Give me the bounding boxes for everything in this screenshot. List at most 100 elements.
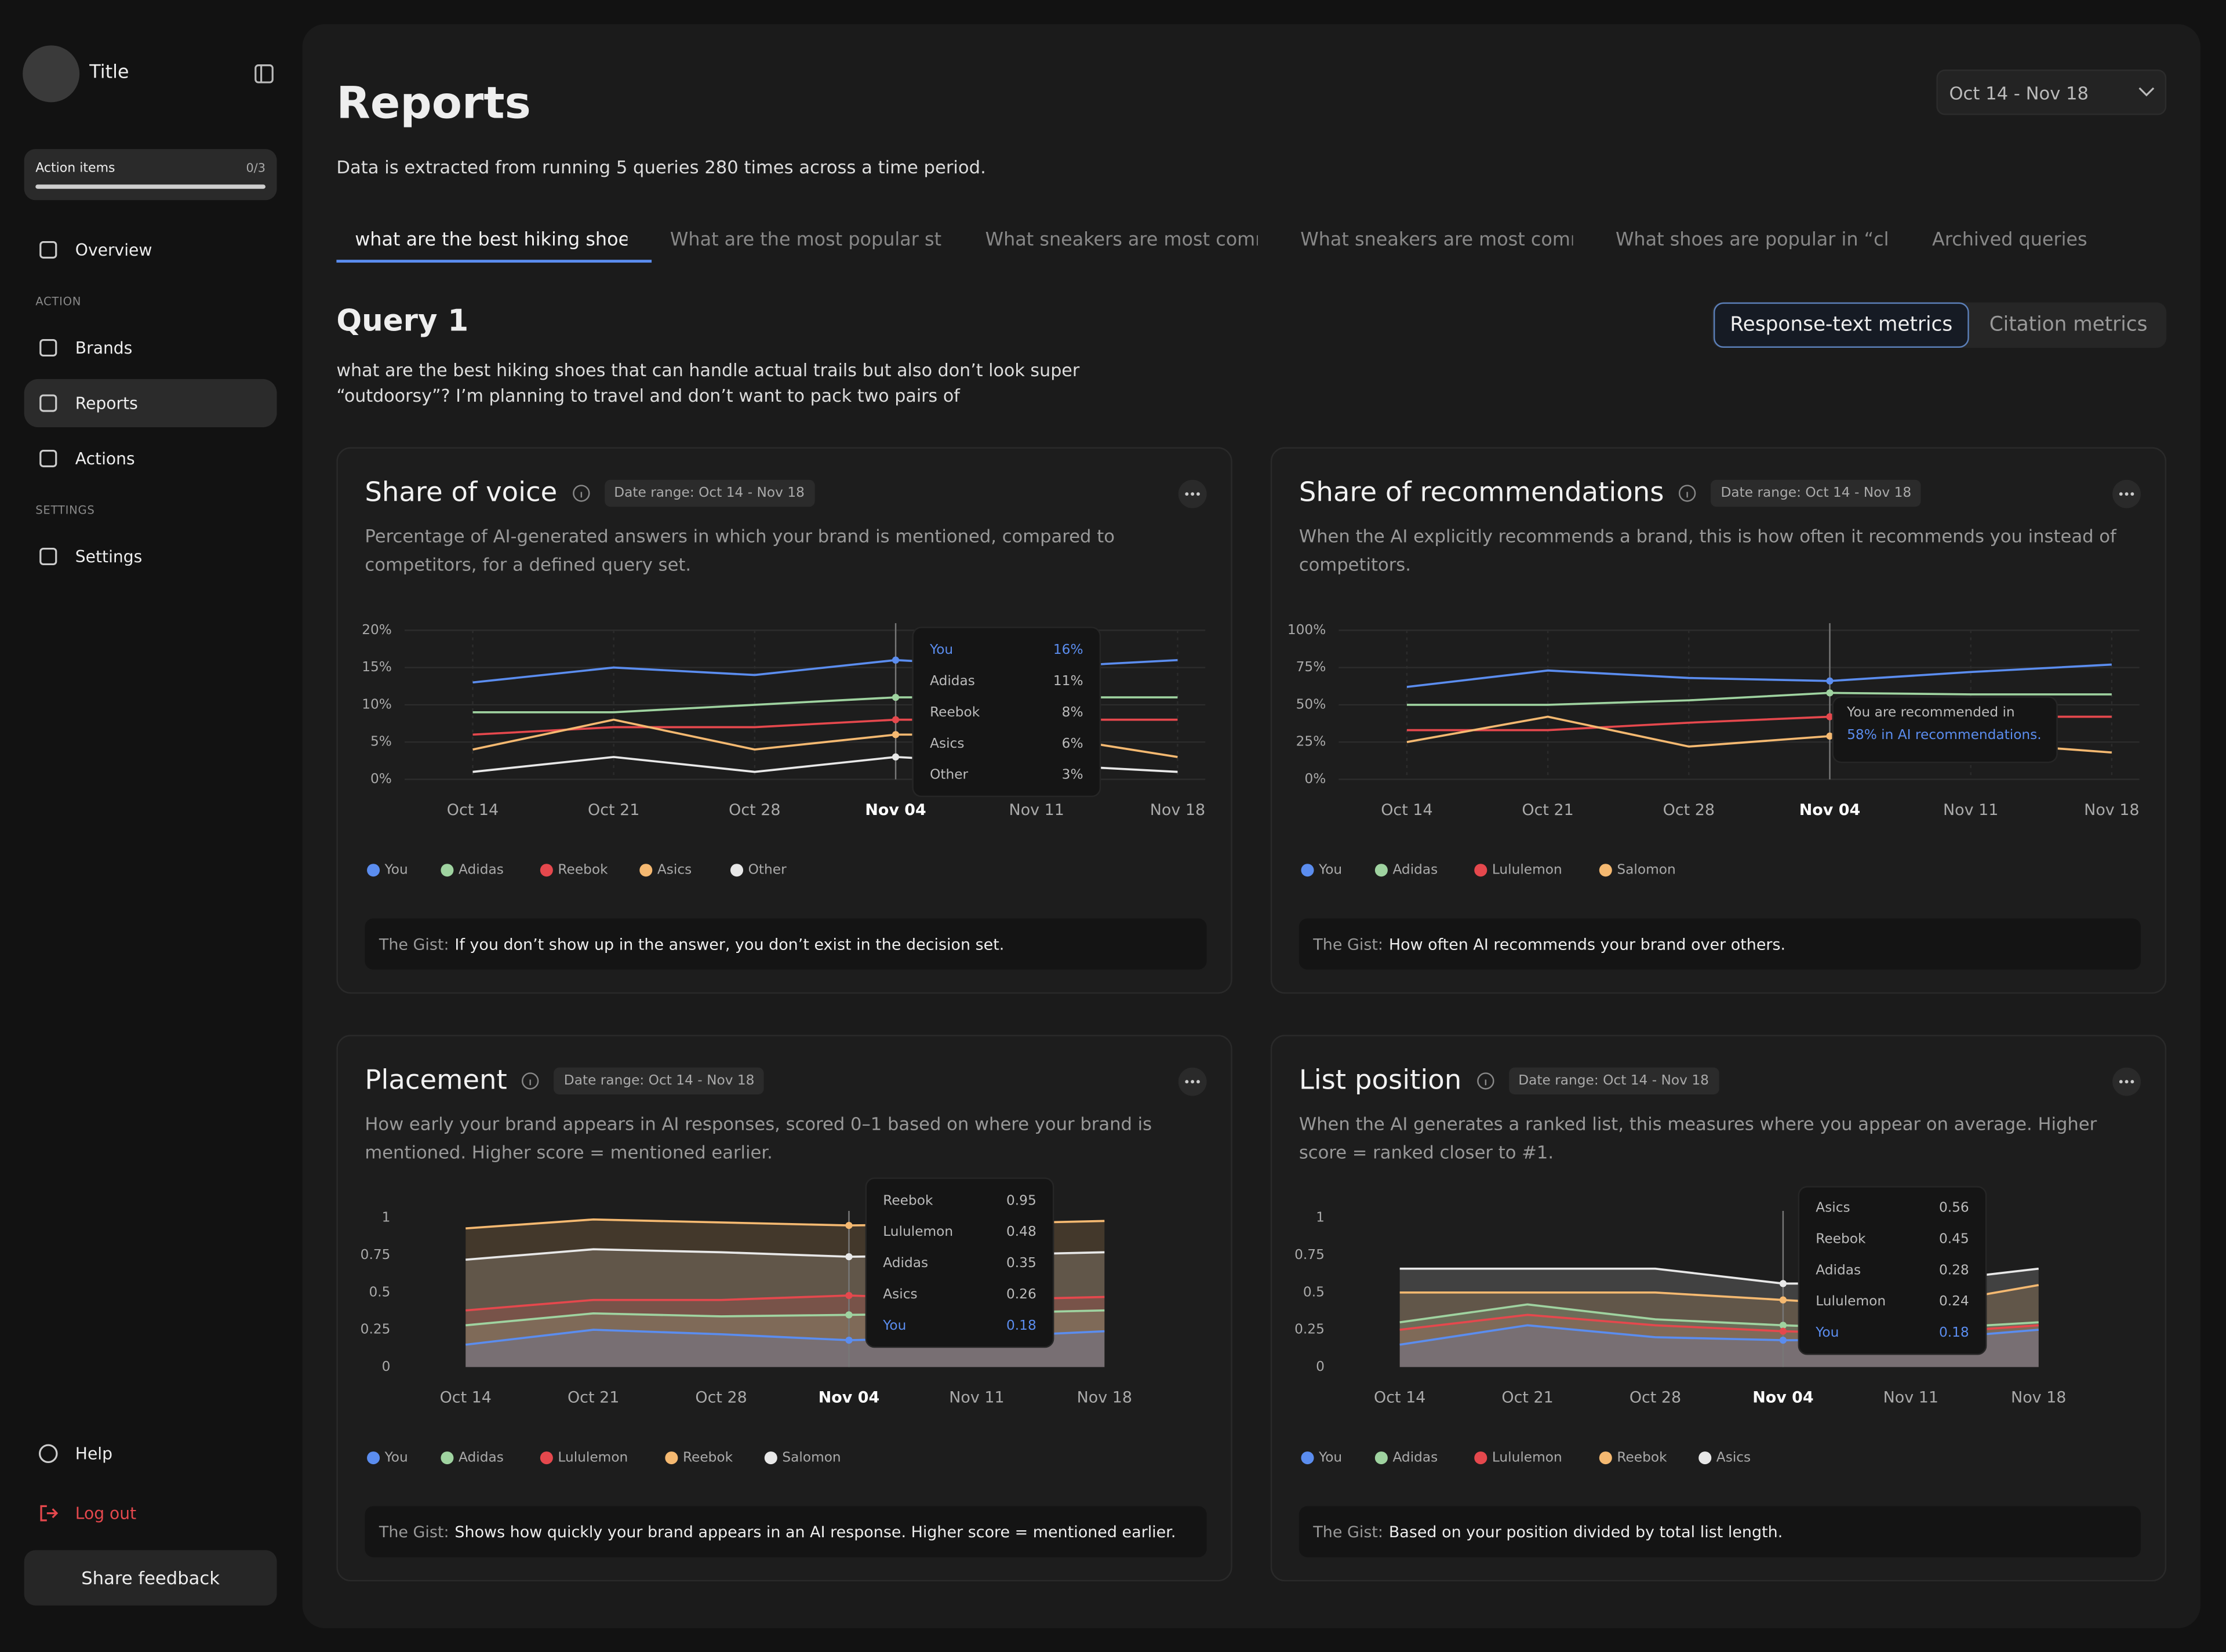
info-icon [1679,484,1696,501]
query-tab[interactable]: What sneakers are most comm [1300,230,1573,252]
card-title: List position [1298,1064,1462,1096]
legend-label: Reebok [558,862,608,878]
toggle-active[interactable]: Response-text metrics [1713,302,1969,348]
date-dropdown-label: Oct 14 - Nov 18 [1949,82,2089,104]
tooltip-name: Reebok [1816,1231,1866,1246]
y-tick-label: 0% [1304,771,1326,787]
query-tab[interactable]: what are the best hiking shoes t [355,230,628,252]
legend-label: Salomon [782,1450,841,1465]
tooltip-value: 0.35 [1006,1255,1036,1271]
help[interactable]: Help [24,1429,277,1478]
more-button[interactable] [2112,1067,2141,1096]
query-tab[interactable]: What are the most popular stre [670,230,943,252]
toggle-option[interactable]: Citation metrics [1989,314,2148,337]
tooltip-name: Asics [930,736,964,751]
legend-label: Adidas [1392,862,1438,878]
x-tick-label: Nov 04 [1799,801,1860,819]
legend-label: Lululemon [1492,862,1562,878]
tooltip-value: 0.18 [1939,1324,1969,1340]
series-line [1406,663,2112,688]
x-tick-label: Nov 18 [1077,1389,1132,1407]
x-tick-label: Oct 21 [588,801,639,819]
more-button[interactable] [1178,479,1207,508]
page-title: Reports [336,78,531,129]
date-dropdown[interactable]: Oct 14 - Nov 18 [1936,69,2167,115]
legend-swatch [639,864,653,877]
gist-text: How often AI recommends your brand over … [1388,934,1786,954]
tooltip-value: 0.26 [1006,1286,1036,1302]
point [845,1336,853,1344]
gist-label: The Gist: [379,934,449,954]
avatar[interactable] [23,45,80,103]
query-tab[interactable]: What shoes are popular in “clea [1615,230,1889,252]
x-tick-label: Nov 04 [1752,1389,1813,1407]
query-tab[interactable]: What sneakers are most comm [985,230,1258,252]
tooltip-value: 0.45 [1939,1231,1969,1246]
y-tick-label: 0.25 [361,1322,391,1337]
tooltip-value: 0.18 [1006,1318,1036,1333]
tooltip-value: 11% [1053,673,1083,689]
collapse-icon[interactable] [254,64,274,83]
legend-label: Reebok [1617,1450,1667,1465]
tooltip-name: Reebok [883,1192,933,1208]
tooltip-line: 58% in AI recommendations. [1847,727,2042,743]
gist: The Gist: If you don’t show up in the ans… [365,918,1207,970]
x-tick-label: Nov 11 [1883,1389,1938,1407]
nav-item[interactable]: Settings [24,532,277,580]
nav-item[interactable]: Brands [24,323,277,372]
tooltip-value: 0.24 [1939,1293,1969,1309]
tooltip-value: 0.28 [1939,1262,1969,1278]
nav-item[interactable]: Actions [24,434,277,482]
x-tick-label: Oct 28 [1630,1389,1681,1407]
tooltip-name: Adidas [930,673,975,689]
action-items[interactable]: Action items 0/3 [24,149,277,201]
x-tick-label: Nov 18 [1150,801,1205,819]
y-tick-label: 0.5 [1303,1284,1325,1300]
point [1779,1336,1787,1344]
tooltip-value: 16% [1053,642,1083,657]
legend-swatch [730,864,744,877]
card-header: Share of voice Date range: Oct 14 - Nov 1… [365,476,815,508]
tooltip-value: 0.95 [1006,1192,1036,1208]
nav-label: Overview [75,239,152,260]
card-title: Share of voice [365,476,558,508]
nav-icon [39,449,57,468]
card-description: Percentage of AI-generated answers in wh… [365,525,1115,575]
y-tick-label: 0.75 [1294,1247,1325,1262]
area-fill [1399,1325,2039,1367]
gist-text: Shows how quickly your brand appears in … [454,1522,1176,1541]
legend-label: Other [748,862,787,878]
nav-item[interactable]: Reports [24,379,277,428]
nav-section: ACTION [35,295,82,308]
icon-shape [39,449,57,468]
nav-item[interactable]: Overview [24,225,277,274]
info-circle [522,1071,539,1089]
tooltip-name: You [882,1318,906,1333]
point [845,1253,853,1261]
gist: The Gist: Shows how quickly your brand ap… [365,1506,1207,1558]
x-tick-label: Nov 11 [1943,801,1998,819]
tooltip-line: You are recommended in [1846,704,2015,720]
legend-label: Adidas [459,1450,504,1465]
share-feedback[interactable]: Share feedback [24,1550,277,1606]
point [892,753,900,761]
y-tick-label: 0 [382,1359,391,1374]
card-description: When the AI generates a ranked list, thi… [1298,1112,2097,1163]
logout[interactable]: Log out [24,1489,277,1537]
legend-swatch [1599,864,1612,877]
more-dot [2125,1080,2129,1084]
legend-swatch [1374,864,1388,877]
y-tick-label: 5% [370,734,392,749]
y-tick-label: 0 [1316,1359,1325,1374]
more-button[interactable] [1178,1067,1207,1096]
gist-label: The Gist: [1313,934,1384,954]
x-tick-label: Nov 04 [865,801,926,819]
point [892,693,900,701]
legend-swatch [1698,1451,1712,1465]
more-dot [2130,1080,2134,1084]
query-tab[interactable]: Archived queries [1932,230,2087,252]
nav-icon [39,241,57,259]
chart-card: Placement Date range: Oct 14 - Nov 18 How … [336,1035,1232,1582]
more-button[interactable] [2112,479,2141,508]
